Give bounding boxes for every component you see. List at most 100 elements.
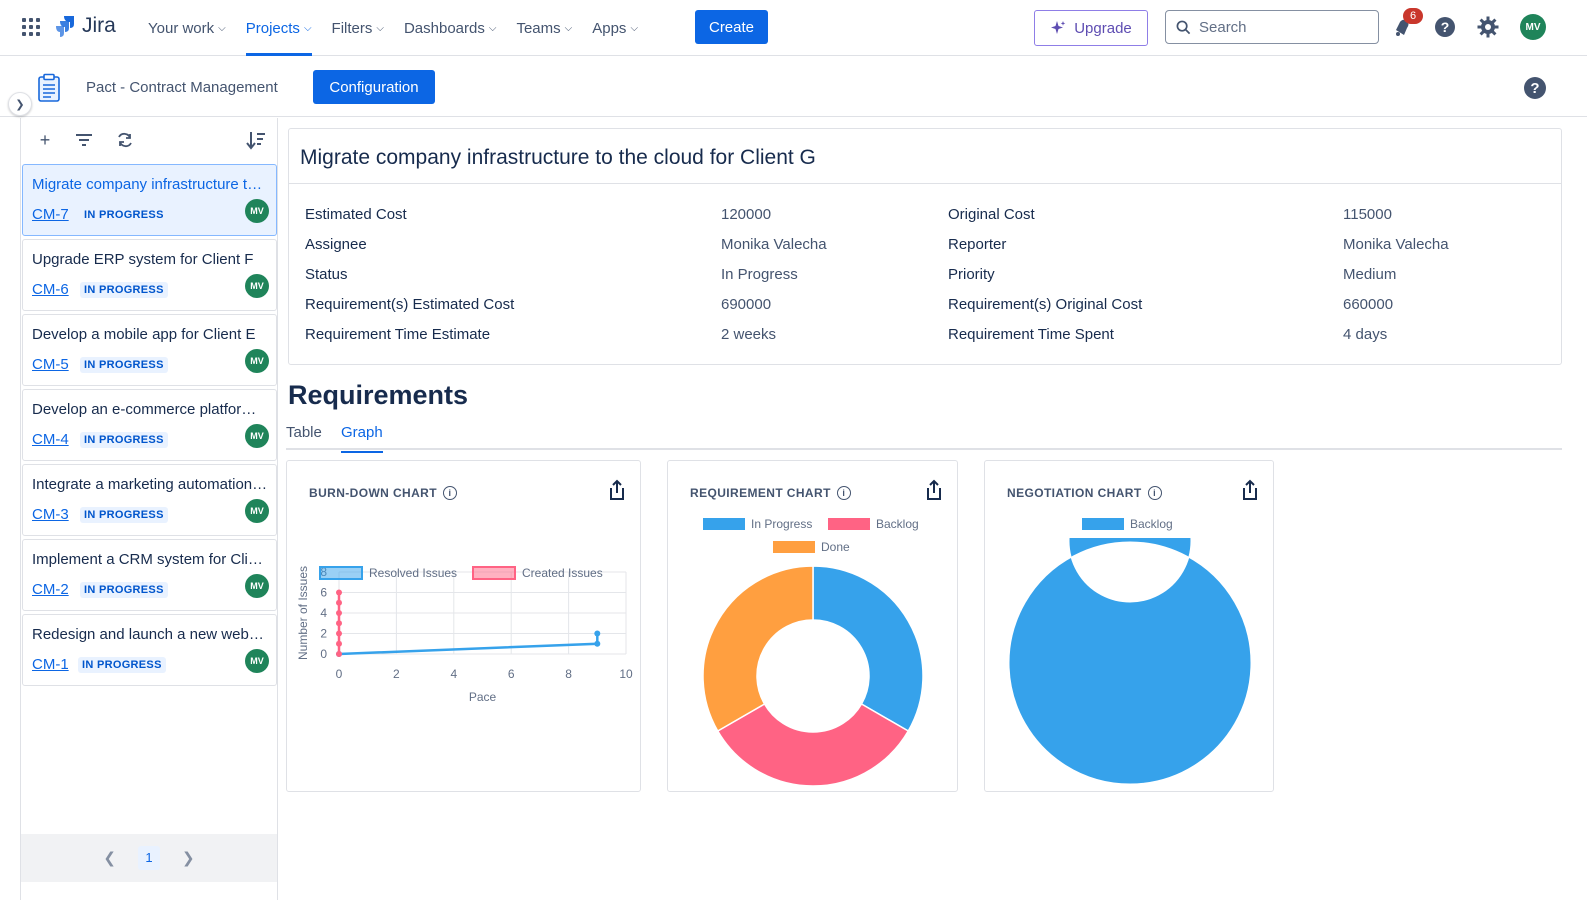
status-badge: IN PROGRESS (80, 282, 168, 298)
chevron-down-icon: ⌵ (303, 22, 312, 34)
legend-item[interactable]: Done (773, 540, 850, 554)
issue-key-link[interactable]: CM-7 (32, 206, 69, 223)
share-icon[interactable] (1240, 479, 1260, 501)
filter-icon[interactable] (74, 130, 94, 150)
configuration-button[interactable]: Configuration (313, 70, 435, 104)
data-point (336, 640, 342, 647)
issue-card[interactable]: Redesign and launch a new website for Cl… (22, 614, 277, 686)
field-value: 2 weeks (721, 326, 777, 343)
field-value: Medium (1343, 266, 1397, 283)
info-icon[interactable]: i (836, 486, 851, 500)
nav-filters[interactable]: Filters ⌵ (332, 0, 384, 56)
field-label: Estimated Cost (305, 206, 407, 223)
issue-key-link[interactable]: CM-4 (32, 431, 69, 448)
data-point (336, 630, 342, 637)
svg-text:?: ? (1530, 80, 1539, 97)
nav-dashboards[interactable]: Dashboards ⌵ (404, 0, 496, 56)
chevron-down-icon: ⌵ (376, 22, 384, 34)
data-point (594, 630, 601, 637)
pagination: ❮ 1 ❯ (21, 834, 277, 882)
negotiation-donut (1008, 538, 1252, 785)
y-axis-label: Number of Issues (296, 566, 310, 660)
notification-icon[interactable] (1392, 16, 1414, 38)
chevron-down-icon: ⌵ (630, 22, 639, 34)
issue-title: Redesign and launch a new website for Cl… (32, 626, 268, 643)
status-badge: IN PROGRESS (80, 432, 168, 448)
nav-apps[interactable]: Apps ⌵ (592, 0, 638, 56)
upgrade-button[interactable]: Upgrade (1034, 10, 1148, 46)
legend-swatch (703, 518, 745, 530)
refresh-icon[interactable] (115, 130, 135, 150)
issue-card[interactable]: Develop a mobile app for Client E CM-5 I… (22, 314, 277, 386)
add-icon[interactable]: + (39, 130, 51, 150)
issue-card[interactable]: Migrate company infrastructure to the cl… (22, 164, 277, 236)
share-icon[interactable] (924, 479, 944, 501)
issue-key-link[interactable]: CM-6 (32, 281, 69, 298)
nav-projects[interactable]: Projects ⌵ (245, 0, 312, 56)
donut-slice (702, 565, 814, 733)
y-tick-label: 2 (320, 627, 327, 641)
chevron-down-icon: ⌵ (564, 22, 573, 34)
legend-item[interactable]: Backlog (1082, 517, 1173, 531)
info-icon[interactable]: i (442, 486, 457, 500)
nav-label: Filters (331, 19, 373, 37)
chevron-right-icon: ❯ (15, 98, 25, 111)
data-point (336, 610, 342, 616)
assignee-avatar: MV (245, 574, 269, 598)
jira-icon (56, 16, 74, 37)
legend-swatch (319, 566, 363, 580)
data-point (336, 651, 342, 657)
data-point (336, 620, 342, 627)
upgrade-label: Upgrade (1074, 19, 1132, 37)
field-value: 660000 (1343, 296, 1394, 313)
issue-title: Integrate a marketing automation system … (32, 476, 268, 493)
create-button[interactable]: Create (695, 10, 768, 44)
page-number[interactable]: 1 (138, 846, 160, 870)
field-label: Reporter (948, 236, 1007, 253)
field-value: 115000 (1343, 206, 1392, 223)
donut-slice (1008, 538, 1252, 785)
nav-label: Teams (516, 19, 561, 37)
issue-key-link[interactable]: CM-3 (32, 506, 69, 523)
app-switcher-icon[interactable] (22, 18, 40, 36)
issue-key-link[interactable]: CM-1 (32, 656, 69, 673)
legend-item[interactable]: In Progress (703, 517, 812, 531)
issue-key-link[interactable]: CM-2 (32, 581, 69, 598)
issue-title: Upgrade ERP system for Client F (32, 251, 254, 268)
issue-card[interactable]: Implement a CRM system for Client B CM-2… (22, 539, 277, 611)
search-input[interactable]: Search (1165, 10, 1379, 44)
settings-gear-icon[interactable] (1477, 16, 1499, 38)
data-point (336, 589, 342, 596)
sort-icon[interactable] (246, 130, 266, 150)
nav-your-work[interactable]: Your work ⌵ (148, 0, 226, 56)
chevron-left-icon[interactable]: ❮ (103, 850, 116, 867)
tab-table[interactable]: Table (286, 424, 322, 441)
donut-slice (812, 565, 924, 733)
burn-down-chart: 024680246810PaceNumber of IssuesResolved… (296, 565, 633, 704)
issue-title: Migrate company infrastructure to the cl… (32, 176, 268, 193)
chevron-right-icon[interactable]: ❯ (182, 850, 195, 867)
issue-key-link[interactable]: CM-5 (32, 356, 69, 373)
info-icon[interactable]: i (1147, 486, 1162, 500)
project-name[interactable]: Pact - Contract Management (86, 79, 278, 96)
jira-logo[interactable]: Jira (54, 14, 116, 38)
help-icon[interactable]: ? (1434, 16, 1456, 38)
issue-card[interactable]: Develop an e-commerce platform for Clien… (22, 389, 277, 461)
help-icon[interactable]: ? (1523, 76, 1547, 100)
nav-teams[interactable]: Teams ⌵ (516, 0, 572, 56)
share-icon[interactable] (607, 479, 627, 501)
issue-card[interactable]: Upgrade ERP system for Client F CM-6 IN … (22, 239, 277, 311)
expand-sidebar-button[interactable]: ❯ (8, 92, 32, 116)
legend-item[interactable]: Backlog (828, 517, 919, 531)
field-label: Priority (948, 266, 995, 283)
issue-card[interactable]: Integrate a marketing automation system … (22, 464, 277, 536)
search-placeholder: Search (1199, 18, 1247, 36)
nav-label: Dashboards (403, 19, 485, 37)
x-tick-label: 6 (508, 667, 515, 681)
user-avatar[interactable]: MV (1520, 14, 1546, 40)
divider (289, 183, 1561, 184)
tab-graph[interactable]: Graph (341, 424, 383, 453)
y-tick-label: 0 (320, 647, 327, 661)
series-line (338, 633, 599, 656)
x-tick-label: 4 (450, 667, 457, 681)
